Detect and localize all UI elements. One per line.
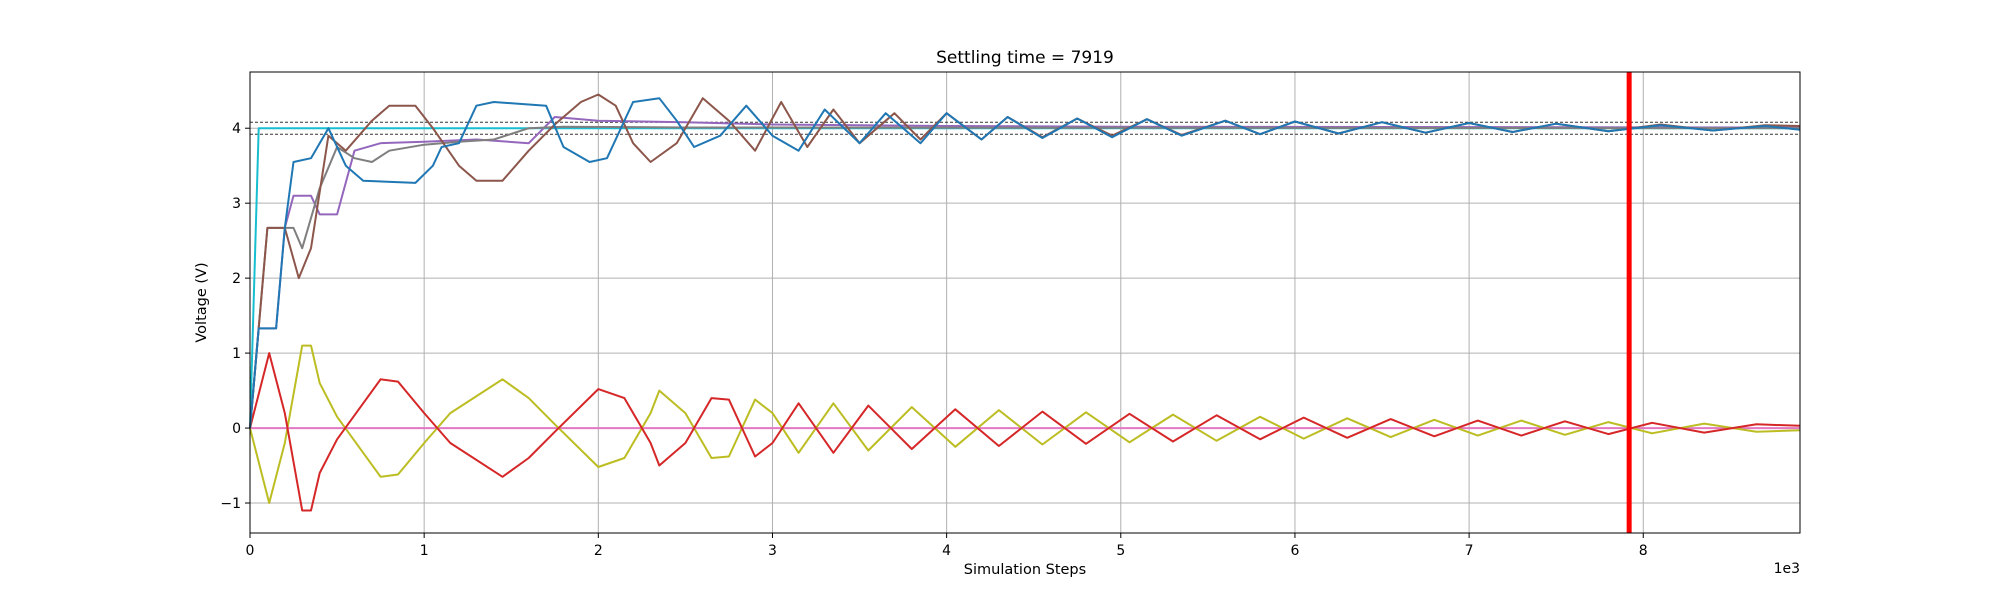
y-tick-label: 2	[232, 271, 241, 287]
x-tick-label: 2	[594, 543, 603, 559]
x-tick-label: 6	[1290, 543, 1299, 559]
y-tick-label: −1	[220, 496, 241, 512]
x-tick-label: 0	[246, 543, 255, 559]
x-axis-offset-text: 1e3	[1774, 561, 1800, 577]
x-tick-label: 5	[1116, 543, 1125, 559]
x-tick-label: 3	[768, 543, 777, 559]
series-lines	[249, 93, 1801, 512]
x-tick-label: 1	[420, 543, 429, 559]
y-axis-label: Voltage (V)	[194, 262, 210, 342]
series-line	[249, 97, 1801, 429]
x-axis-label: Simulation Steps	[964, 562, 1086, 578]
series-line	[249, 352, 1801, 512]
x-tick-label: 7	[1465, 543, 1474, 559]
y-tick-label: 3	[232, 196, 241, 212]
y-tick-label: 4	[232, 121, 241, 137]
y-tick-label: 1	[232, 346, 241, 362]
chart-title: Settling time = 7919	[936, 48, 1114, 68]
plot-frame	[249, 71, 1801, 534]
series-line	[249, 125, 1801, 429]
y-tick-label: 0	[232, 421, 241, 437]
tolerance-band	[250, 121, 1800, 135]
series-line	[249, 344, 1801, 504]
x-tick-label: 4	[942, 543, 951, 559]
x-tick-label: 8	[1639, 543, 1648, 559]
axis-ticks: 0 1 2 3 4 5 6 7 8 −1 0 1 2 3 4	[220, 121, 1647, 559]
